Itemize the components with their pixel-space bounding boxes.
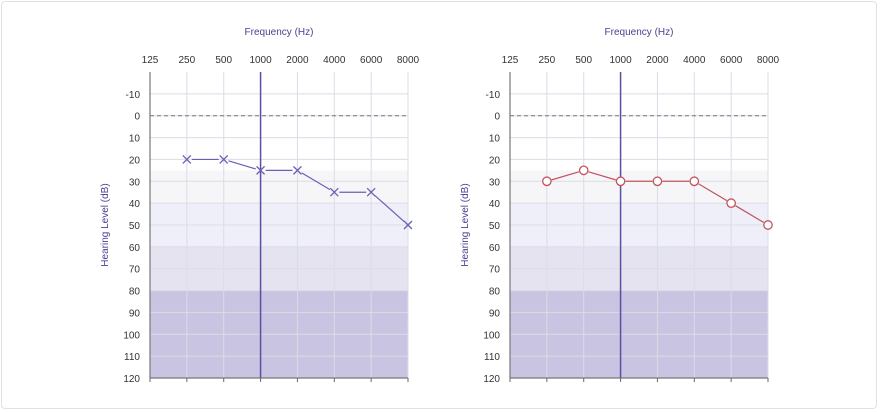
y-tick-label: 110 xyxy=(124,352,140,363)
series-line-segment xyxy=(735,205,765,223)
series-line-segment xyxy=(374,195,405,223)
y-axis-title: Hearing Level (dB) xyxy=(460,183,471,266)
hearing-band xyxy=(510,170,768,204)
y-tick-label: -10 xyxy=(126,90,141,101)
y-tick-label: 100 xyxy=(123,330,140,341)
data-point-circle-marker xyxy=(615,176,626,187)
x-tick-label: 1000 xyxy=(249,55,272,66)
y-tick-label: 100 xyxy=(483,330,500,341)
y-tick-label: 80 xyxy=(489,287,501,298)
y-tick-label: 60 xyxy=(489,243,501,254)
x-axis-title: Frequency (Hz) xyxy=(605,27,674,38)
data-point-x-marker xyxy=(182,154,192,164)
x-axis-title: Frequency (Hz) xyxy=(245,27,314,38)
data-point-x-marker xyxy=(403,220,413,230)
audiogram-right: -10 0 10 20 30 40 50 60 70 80 90 100 110 120 125 250 500… xyxy=(460,27,780,385)
hearing-band xyxy=(150,170,408,204)
x-tick-label: 4000 xyxy=(683,55,706,66)
y-tick-label: 90 xyxy=(129,308,141,319)
x-tick-label: 250 xyxy=(179,55,196,66)
x-tick-label: 250 xyxy=(539,55,556,66)
series-line-segment xyxy=(588,171,616,181)
data-point-x-marker xyxy=(329,187,339,197)
y-tick-label: 0 xyxy=(494,112,500,123)
y-tick-label: 60 xyxy=(129,243,141,254)
y-tick-label: 10 xyxy=(489,134,501,145)
y-tick-label: 0 xyxy=(134,112,140,123)
series-line-segment xyxy=(698,183,728,202)
y-tick-label: 40 xyxy=(489,199,501,210)
y-tick-label: 50 xyxy=(489,221,501,232)
x-tick-label: 2000 xyxy=(646,55,669,66)
series-line-segment xyxy=(228,160,256,170)
y-tick-label: 70 xyxy=(129,265,141,276)
y-tick-label: 120 xyxy=(123,374,140,385)
x-tick-label: 8000 xyxy=(757,55,780,66)
x-tick-label: 4000 xyxy=(323,55,346,66)
x-tick-label: 1000 xyxy=(609,55,632,66)
y-tick-label: 20 xyxy=(489,155,501,166)
data-point-x-marker xyxy=(366,187,376,197)
x-tick-label: 6000 xyxy=(720,55,743,66)
data-point-x-marker xyxy=(219,154,229,164)
y-tick-label: 40 xyxy=(129,199,141,210)
x-tick-label: 500 xyxy=(215,55,232,66)
y-tick-label: 120 xyxy=(483,374,500,385)
x-tick-label: 2000 xyxy=(286,55,309,66)
x-tick-label: 125 xyxy=(142,55,159,66)
y-tick-label: 50 xyxy=(129,221,141,232)
data-point-x-marker xyxy=(256,165,266,175)
y-tick-label: 110 xyxy=(484,352,500,363)
y-tick-label: 10 xyxy=(129,134,141,145)
y-tick-label: -10 xyxy=(486,90,501,101)
data-point-circle-marker xyxy=(726,198,736,208)
x-tick-label: 8000 xyxy=(397,55,420,66)
data-point-circle-marker xyxy=(578,165,589,176)
data-point-circle-marker xyxy=(542,176,552,187)
data-point-circle-marker xyxy=(763,220,773,230)
x-tick-label: 500 xyxy=(575,55,592,66)
series-line-segment xyxy=(551,171,580,181)
audiogram-left: -10 0 10 20 30 40 50 60 70 80 90 100 110 120 125 250 500… xyxy=(100,27,420,385)
x-tick-label: 6000 xyxy=(360,55,383,66)
x-tick-label: 125 xyxy=(502,55,519,66)
data-point-circle-marker xyxy=(652,176,663,187)
data-point-circle-marker xyxy=(689,176,700,187)
y-tick-label: 80 xyxy=(129,287,141,298)
y-tick-label: 90 xyxy=(489,308,501,319)
y-axis-title: Hearing Level (dB) xyxy=(100,183,111,266)
y-tick-label: 30 xyxy=(489,177,501,188)
y-tick-label: 70 xyxy=(489,265,501,276)
series-line-segment xyxy=(301,172,331,191)
y-tick-label: 20 xyxy=(129,155,141,166)
y-tick-label: 30 xyxy=(129,177,141,188)
data-point-x-marker xyxy=(292,165,302,175)
